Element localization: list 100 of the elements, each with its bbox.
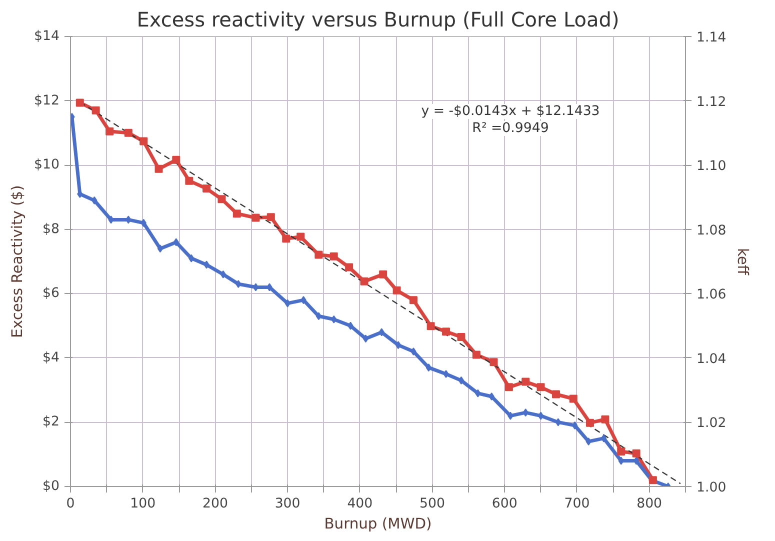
chart-title: Excess reactivity versus Burnup (Full Core Load) [136, 8, 620, 32]
y2-tick-label: 1.06 [696, 288, 726, 303]
point [252, 214, 260, 222]
y2-tick-label: 1.10 [696, 159, 726, 174]
point [457, 333, 466, 342]
point [538, 412, 544, 420]
point [379, 270, 388, 278]
point [555, 418, 561, 426]
point [124, 128, 132, 137]
y2-tick-label: 1.08 [696, 223, 726, 238]
point [458, 376, 464, 384]
x-tick-label: 200 [202, 496, 228, 512]
x-tick-label: 600 [492, 496, 518, 512]
point [586, 438, 592, 446]
point [600, 434, 607, 442]
point [442, 328, 450, 336]
point [126, 216, 132, 224]
point [572, 421, 578, 430]
point [586, 418, 594, 427]
point [409, 296, 418, 304]
x-tick-label: 300 [274, 496, 300, 512]
point [92, 196, 98, 204]
point [232, 210, 241, 218]
x-tick-label: 400 [347, 496, 373, 512]
point [330, 252, 338, 260]
x-tick-label: 500 [420, 496, 445, 512]
point [345, 263, 354, 272]
point [140, 137, 148, 146]
point [284, 299, 290, 308]
point [173, 238, 179, 246]
point [617, 447, 626, 456]
y-tick-label: $6 [42, 286, 60, 302]
annotation: y = -$0.0143x + $12.1433 [421, 104, 600, 119]
point [522, 378, 530, 386]
point [185, 176, 194, 185]
y2-tick-label: 1.02 [696, 416, 726, 432]
point [76, 98, 84, 107]
point [348, 322, 354, 330]
y-axis-title: Excess Reactivity ($) [9, 185, 26, 338]
y-tick-label: $2 [42, 414, 60, 430]
point [362, 334, 369, 343]
point [632, 449, 640, 458]
point [188, 254, 194, 262]
point [472, 350, 480, 359]
point [331, 315, 337, 324]
point [92, 106, 100, 114]
x-tick-label: 0 [66, 496, 75, 512]
point [140, 218, 146, 227]
y2-tick-label: 1.04 [696, 352, 726, 367]
point [220, 270, 226, 278]
y2-tick-label: 1.00 [696, 480, 726, 496]
x-tick-label: 800 [636, 496, 662, 512]
y-tick-label: $14 [34, 29, 60, 44]
point [648, 476, 657, 484]
x-tick-label: 700 [564, 496, 590, 512]
x-axis-title: Burnup (MWD) [324, 516, 432, 532]
point [490, 358, 498, 366]
point [360, 277, 368, 286]
point [106, 127, 114, 136]
y-tick-label: $10 [34, 158, 60, 173]
y2-tick-label: 1.14 [696, 30, 726, 46]
point [266, 213, 275, 222]
point [426, 364, 432, 372]
y-tick-label: $0 [42, 479, 60, 494]
point [475, 389, 481, 398]
point [296, 232, 305, 241]
annotation: R² =0.9949 [472, 121, 549, 136]
point [536, 383, 545, 392]
point [204, 260, 210, 269]
y2-axis-title: keff [734, 248, 752, 276]
point [410, 348, 416, 356]
point [504, 383, 513, 392]
point [426, 322, 435, 330]
x-tick-label: 100 [130, 496, 156, 512]
point [300, 296, 306, 304]
point [508, 412, 514, 420]
y2-tick-label: 1.12 [696, 94, 726, 110]
point [218, 195, 226, 204]
point [157, 244, 164, 253]
point [236, 280, 242, 288]
point [618, 456, 624, 465]
y-tick-label: $12 [34, 93, 60, 108]
y-tick-label: $4 [42, 350, 60, 366]
point [395, 341, 402, 350]
point [282, 234, 290, 243]
point [266, 283, 272, 292]
point [172, 156, 180, 164]
point [108, 216, 114, 224]
y-tick-label: $8 [42, 222, 60, 237]
point [522, 408, 528, 417]
point [601, 415, 610, 424]
point [316, 312, 322, 320]
point [378, 328, 384, 336]
point [314, 250, 323, 259]
point [569, 394, 578, 403]
point [392, 286, 401, 294]
point [443, 370, 449, 378]
point [488, 392, 494, 400]
point [154, 164, 163, 173]
point [552, 390, 560, 398]
